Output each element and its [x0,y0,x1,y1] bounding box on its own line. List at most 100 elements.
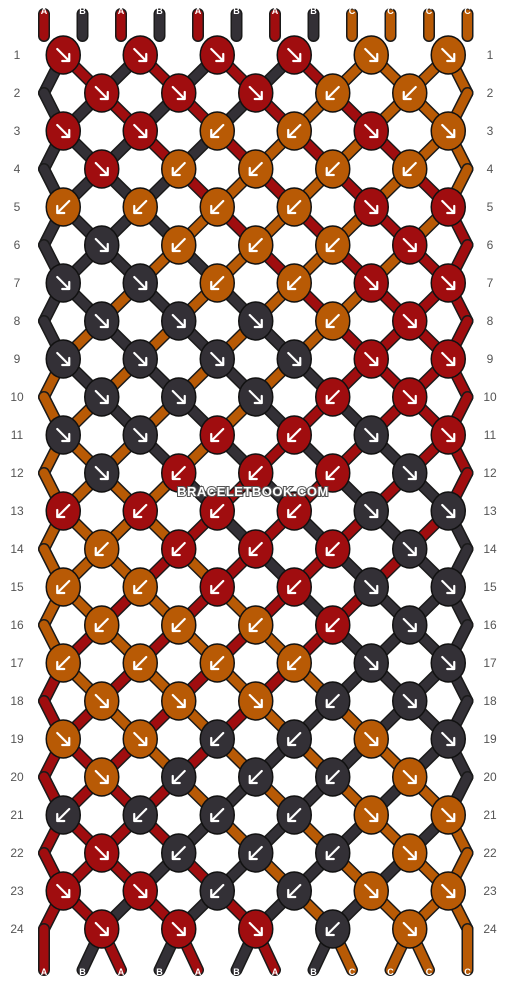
arrow-down-left-icon [248,465,263,481]
row-label-left: 9 [14,352,21,366]
arrow-down-left-icon [56,503,71,519]
arrow-down-left-icon [248,237,263,253]
row-label-right: 22 [483,846,497,860]
arrow-down-left-icon [287,123,302,139]
arrow-down-left-icon [56,655,71,671]
row-label-right: 10 [483,390,497,404]
arrow-down-right-icon [133,731,148,747]
arrow-down-right-icon [364,427,379,443]
knot-layer [45,35,466,949]
bottom-string-letter: A [118,967,125,977]
row-label-right: 8 [487,314,494,328]
arrow-down-left-icon [56,579,71,595]
arrow-down-right-icon [248,693,263,709]
top-string-letter: C [387,6,394,16]
arrow-down-left-icon [210,579,225,595]
row-label-left: 10 [10,390,24,404]
string-letter-layer: A B A B A B A B C C C C A B A B A B A B C C C C [41,6,472,977]
top-string-letter: B [79,6,86,16]
top-string-letter: C [464,6,471,16]
row-label-left: 6 [14,238,21,252]
arrow-down-left-icon [325,389,340,405]
arrow-down-right-icon [94,845,109,861]
arrow-down-right-icon [210,351,225,367]
arrow-down-left-icon [325,465,340,481]
arrow-down-right-icon [441,351,456,367]
arrow-down-left-icon [325,541,340,557]
arrow-down-left-icon [210,199,225,215]
arrow-down-right-icon [441,883,456,899]
arrow-down-right-icon [402,845,417,861]
arrow-down-right-icon [364,579,379,595]
arrow-down-right-icon [171,313,186,329]
arrow-down-left-icon [287,655,302,671]
arrow-down-right-icon [94,237,109,253]
arrow-down-left-icon [287,199,302,215]
row-label-left: 5 [14,200,21,214]
arrow-down-right-icon [364,883,379,899]
arrow-down-right-icon [56,883,71,899]
row-label-right: 4 [487,162,494,176]
arrow-down-left-icon [248,541,263,557]
arrow-down-left-icon [287,883,302,899]
top-string-letter: A [272,6,279,16]
row-label-left: 22 [10,846,24,860]
arrow-down-right-icon [56,123,71,139]
arrow-down-right-icon [94,693,109,709]
arrow-down-left-icon [402,161,417,177]
top-string-letter: A [41,6,48,16]
arrow-down-left-icon [287,731,302,747]
arrow-down-right-icon [248,389,263,405]
arrow-down-right-icon [56,731,71,747]
arrow-down-right-icon [402,617,417,633]
row-label-left: 14 [10,542,24,556]
arrow-down-left-icon [287,503,302,519]
arrow-down-right-icon [287,351,302,367]
arrow-down-right-icon [441,123,456,139]
arrow-down-left-icon [56,199,71,215]
row-label-left: 3 [14,124,21,138]
row-label-right: 23 [483,884,497,898]
arrow-down-right-icon [441,47,456,63]
bottom-string-letter: C [464,967,471,977]
row-label-left: 19 [10,732,24,746]
arrow-down-left-icon [287,275,302,291]
arrow-down-right-icon [402,389,417,405]
arrow-down-left-icon [210,655,225,671]
bottom-string-letter: B [156,967,163,977]
row-label-left: 1 [14,48,21,62]
arrow-down-right-icon [210,47,225,63]
arrow-down-left-icon [94,617,109,633]
row-label-right: 21 [483,808,497,822]
arrow-down-right-icon [441,427,456,443]
row-label-left: 16 [10,618,24,632]
row-label-left: 23 [10,884,24,898]
arrow-down-left-icon [210,503,225,519]
row-label-right: 20 [483,770,497,784]
arrow-down-right-icon [364,275,379,291]
arrow-down-right-icon [133,47,148,63]
arrow-down-left-icon [402,85,417,101]
arrow-down-right-icon [56,427,71,443]
arrow-down-right-icon [56,47,71,63]
top-string-letter: A [195,6,202,16]
arrow-down-right-icon [441,731,456,747]
arrow-down-left-icon [171,617,186,633]
top-string-letter: B [310,6,317,16]
row-label-left: 15 [10,580,24,594]
arrow-down-left-icon [171,845,186,861]
arrow-down-left-icon [210,427,225,443]
arrow-down-left-icon [171,465,186,481]
bottom-string-letter: A [41,967,48,977]
row-label-right: 1 [487,48,494,62]
bottom-string-letter: B [310,967,317,977]
arrow-down-right-icon [402,921,417,937]
row-label-right: 19 [483,732,497,746]
arrow-down-left-icon [248,617,263,633]
row-label-right: 3 [487,124,494,138]
arrow-down-left-icon [287,807,302,823]
bottom-string-letter: C [426,967,433,977]
arrow-down-left-icon [325,845,340,861]
